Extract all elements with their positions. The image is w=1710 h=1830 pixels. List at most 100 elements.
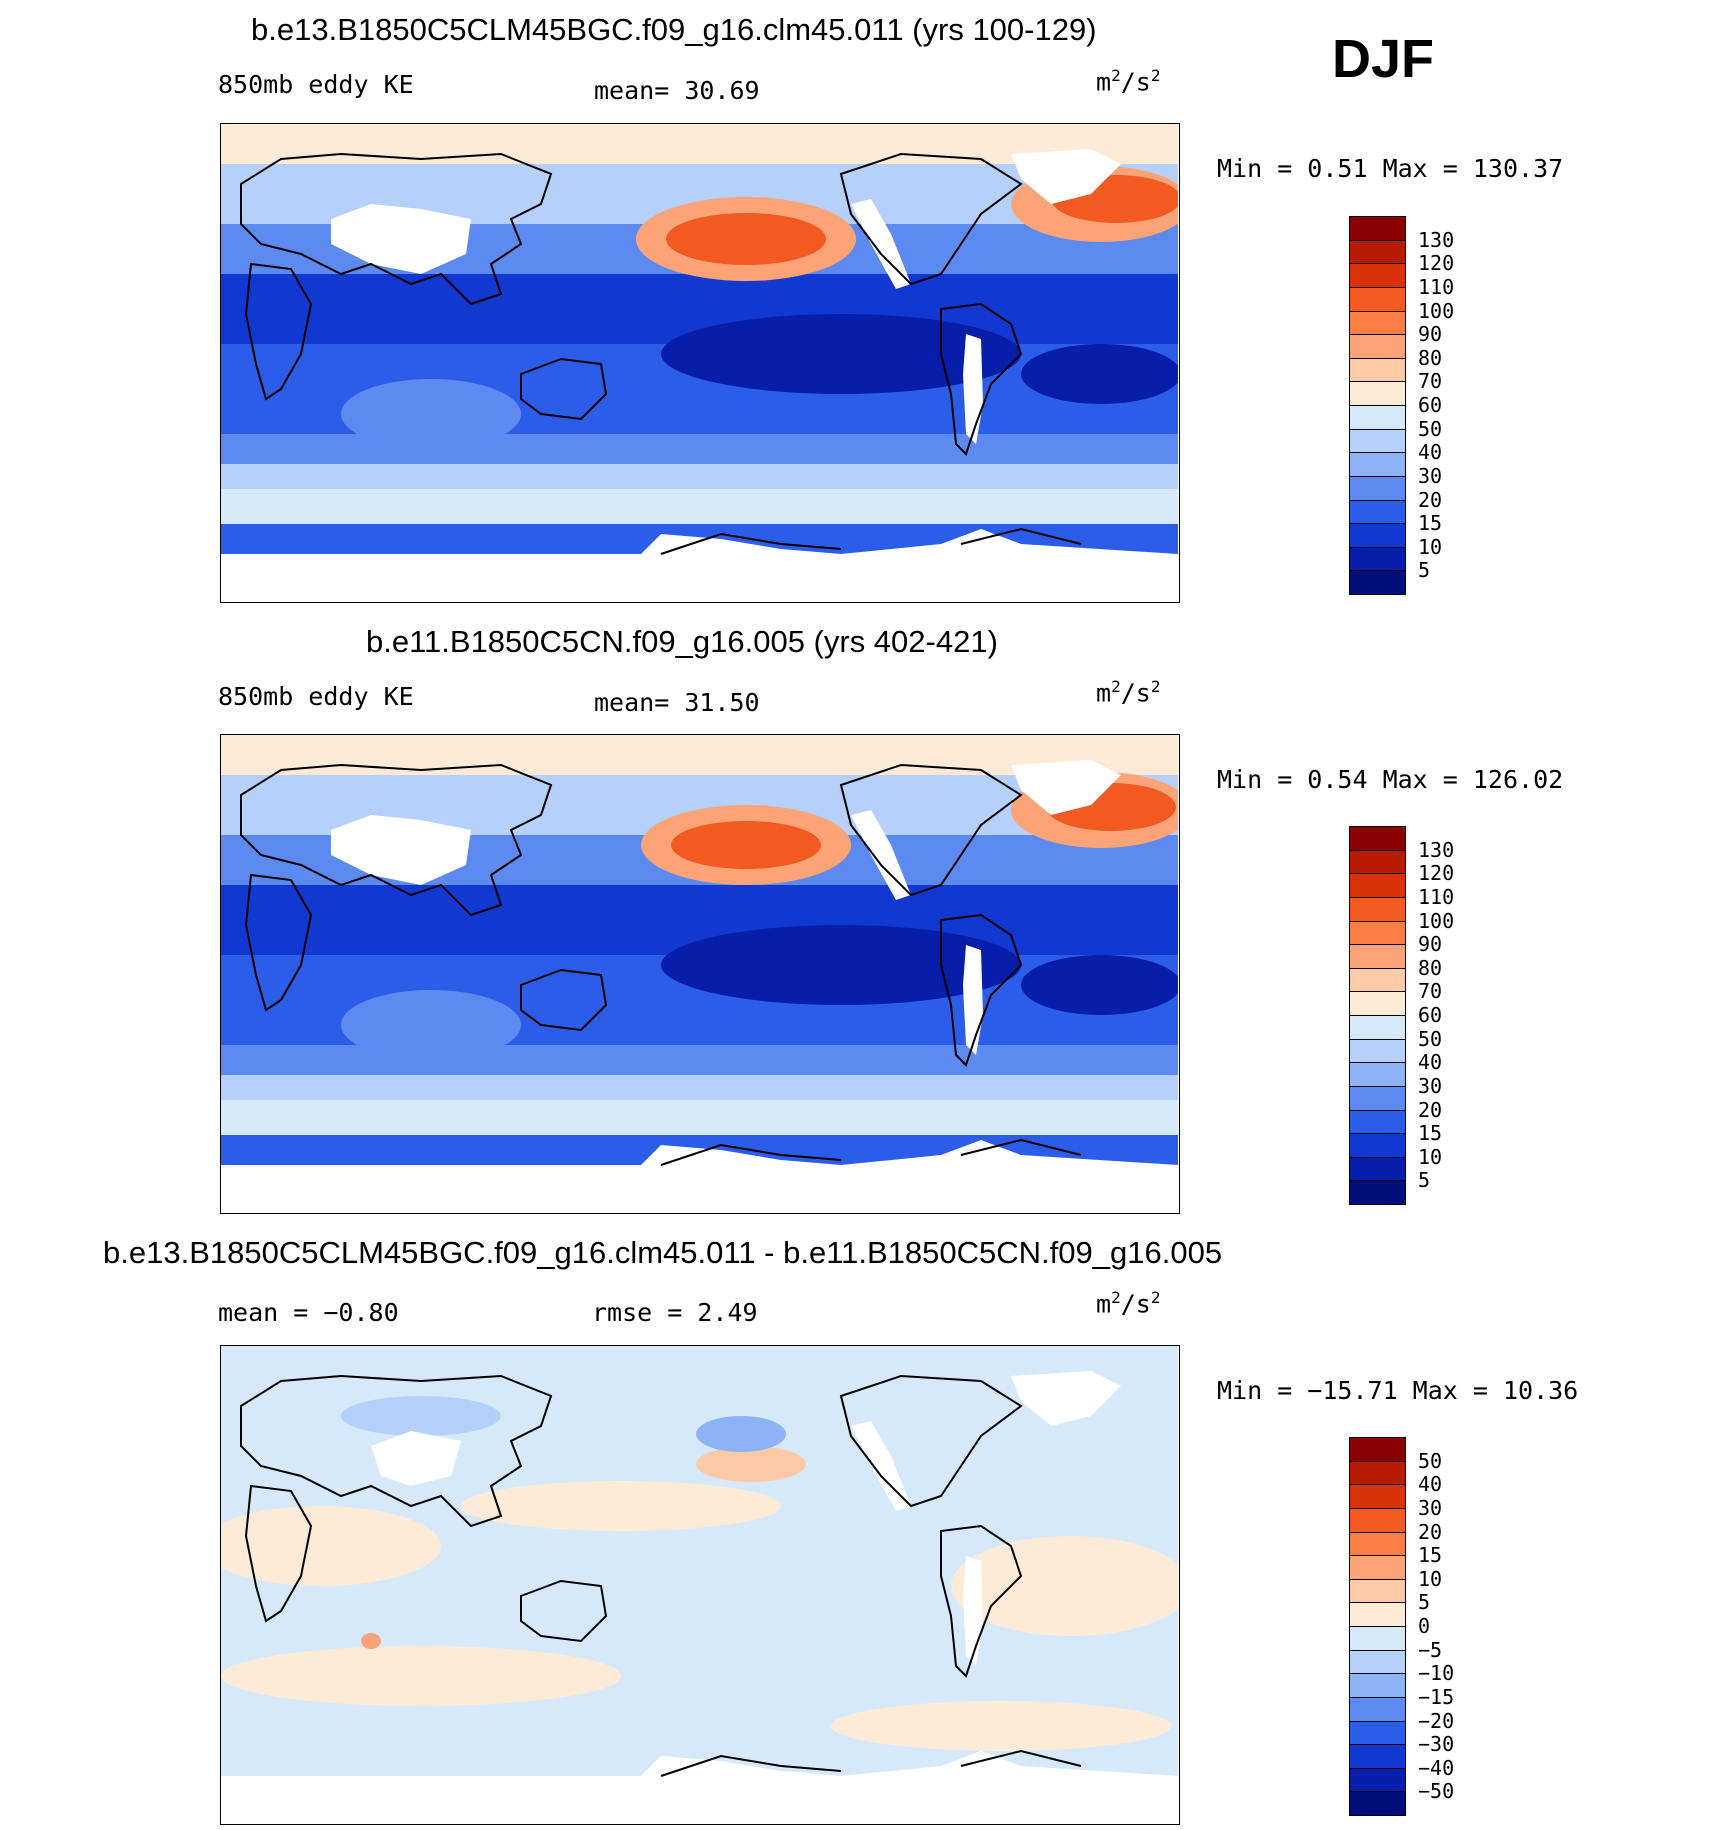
- colorbar-segment: [1349, 475, 1406, 501]
- colorbar-tick-label: −50: [1418, 1779, 1455, 1804]
- panel-3-units: m2/s2: [1096, 1288, 1160, 1318]
- panel-2-mean-value: 31.50: [684, 688, 760, 717]
- colorbar-tick-label: 60: [1418, 393, 1443, 417]
- colorbar-segment: [1349, 310, 1406, 336]
- colorbar-tick-label: 30: [1418, 463, 1443, 488]
- colorbar-segment: [1349, 263, 1406, 288]
- panel-2-map-svg: [221, 735, 1178, 1212]
- colorbar-tick-label: 50: [1418, 1026, 1443, 1051]
- colorbar-segment: [1349, 357, 1406, 383]
- panel-2-map: [220, 734, 1180, 1214]
- colorbar-segment: [1349, 1720, 1406, 1746]
- rockies: [851, 199, 911, 289]
- units-sup: 2: [1111, 66, 1121, 85]
- colorbar-segment: [1349, 1062, 1406, 1087]
- colorbar-tick-label: 130: [1418, 227, 1455, 252]
- colorbar-segment: [1349, 452, 1406, 477]
- colorbar-tick-label: 40: [1418, 1472, 1443, 1497]
- panel-1-mean-value: 30.69: [684, 76, 760, 105]
- colorbar-segment: [1349, 239, 1406, 265]
- colorbar-tick-label: 50: [1418, 416, 1443, 441]
- colorbar-segment: [1349, 1602, 1406, 1627]
- panel-3-colorbar: [1349, 1437, 1406, 1816]
- colorbar-segment: [1349, 1649, 1406, 1675]
- colorbar-segment: [1349, 1038, 1406, 1064]
- positive-anomaly-spot: [361, 1633, 381, 1649]
- colorbar-tick-label: 10: [1418, 534, 1443, 559]
- colorbar-segment: [1349, 1744, 1406, 1769]
- colorbar-segment: [1349, 286, 1406, 312]
- tibet-highlands: [331, 204, 471, 274]
- indian-ocean-min: [341, 379, 521, 449]
- panel-3-minmax: Min = −15.71 Max = 10.36: [1217, 1376, 1579, 1405]
- panel-3-rmse-label: rmse =: [592, 1298, 683, 1327]
- positive-anomaly: [831, 1701, 1171, 1751]
- colorbar-tick-label: 90: [1418, 322, 1443, 347]
- panel-2-units: m2/s2: [1096, 677, 1160, 707]
- tropical-low-atlantic: [1021, 344, 1178, 404]
- greenland: [1011, 760, 1121, 815]
- southern-storm-track: [221, 489, 1178, 524]
- colorbar-tick-label: 10: [1418, 1566, 1443, 1591]
- panel-3-map: [220, 1345, 1180, 1825]
- panel-3-map-svg: [221, 1346, 1178, 1823]
- colorbar-tick-label: 70: [1418, 369, 1443, 394]
- colorbar-segment: [1349, 1791, 1406, 1816]
- panel-2-mean-label: mean=: [594, 688, 670, 717]
- panel-1-variable-label: 850mb eddy KE: [218, 70, 414, 99]
- colorbar-tick-label: 100: [1418, 908, 1455, 933]
- colorbar-segment: [1349, 1085, 1406, 1111]
- antarctica: [221, 1140, 1178, 1212]
- colorbar-tick-label: 130: [1418, 837, 1455, 862]
- colorbar-segment: [1349, 967, 1406, 993]
- antarctica: [221, 529, 1178, 601]
- colorbar-segment: [1349, 381, 1406, 406]
- panel-2-variable-label: 850mb eddy KE: [218, 682, 414, 711]
- panel-2-minmax: Min = 0.54 Max = 126.02: [1217, 765, 1564, 794]
- colorbar-tick-label: 30: [1418, 1495, 1443, 1520]
- panel-3-rmse: rmse = 2.49: [592, 1298, 758, 1327]
- panel-2-colorbar: [1349, 826, 1406, 1205]
- colorbar-segment: [1349, 1484, 1406, 1509]
- colorbar-tick-label: 30: [1418, 1073, 1443, 1098]
- colorbar-tick-label: −20: [1418, 1708, 1455, 1733]
- greenland: [1011, 1371, 1121, 1426]
- colorbar-tick-label: 80: [1418, 955, 1443, 980]
- units-sup: 2: [1111, 677, 1121, 696]
- colorbar-segment: [1349, 1156, 1406, 1182]
- colorbar-segment: [1349, 1133, 1406, 1158]
- units-sup: 2: [1111, 1288, 1121, 1307]
- colorbar-segment: [1349, 896, 1406, 922]
- colorbar-tick-label: 60: [1418, 1003, 1443, 1027]
- panel-1-mean: mean= 30.69: [594, 76, 760, 105]
- season-label: DJF: [1332, 29, 1435, 89]
- colorbar-segment: [1349, 944, 1406, 969]
- pacific-storm-track-core: [671, 821, 821, 869]
- panel-2-mean: mean= 31.50: [594, 688, 760, 717]
- southern-storm-track: [221, 1100, 1178, 1135]
- rockies: [851, 1421, 911, 1511]
- units-sup: 2: [1150, 677, 1161, 696]
- colorbar-segment: [1349, 428, 1406, 454]
- colorbar-segment: [1349, 991, 1406, 1016]
- panel-3-mean-value: −0.80: [323, 1298, 399, 1327]
- colorbar-segment: [1349, 405, 1406, 430]
- panel-1-map: [220, 123, 1180, 603]
- positive-anomaly-strong: [696, 1446, 806, 1482]
- tibet-highlands: [331, 815, 471, 885]
- colorbar-tick-label: 15: [1418, 511, 1443, 536]
- colorbar-tick-label: −15: [1418, 1684, 1455, 1709]
- positive-anomaly: [221, 1506, 441, 1586]
- colorbar-segment: [1349, 1531, 1406, 1557]
- negative-anomaly: [696, 1416, 786, 1452]
- panel-1-mean-label: mean=: [594, 76, 670, 105]
- colorbar-segment: [1349, 546, 1406, 572]
- coastlines: [240, 763, 1082, 1166]
- pacific-storm-track-core: [666, 213, 826, 265]
- colorbar-tick-label: 20: [1418, 1097, 1443, 1122]
- colorbar-segment: [1349, 1015, 1406, 1040]
- units-mid: /s: [1120, 67, 1151, 97]
- colorbar-segment: [1349, 523, 1406, 548]
- colorbar-tick-label: −5: [1418, 1637, 1443, 1662]
- units-base: m: [1096, 678, 1112, 708]
